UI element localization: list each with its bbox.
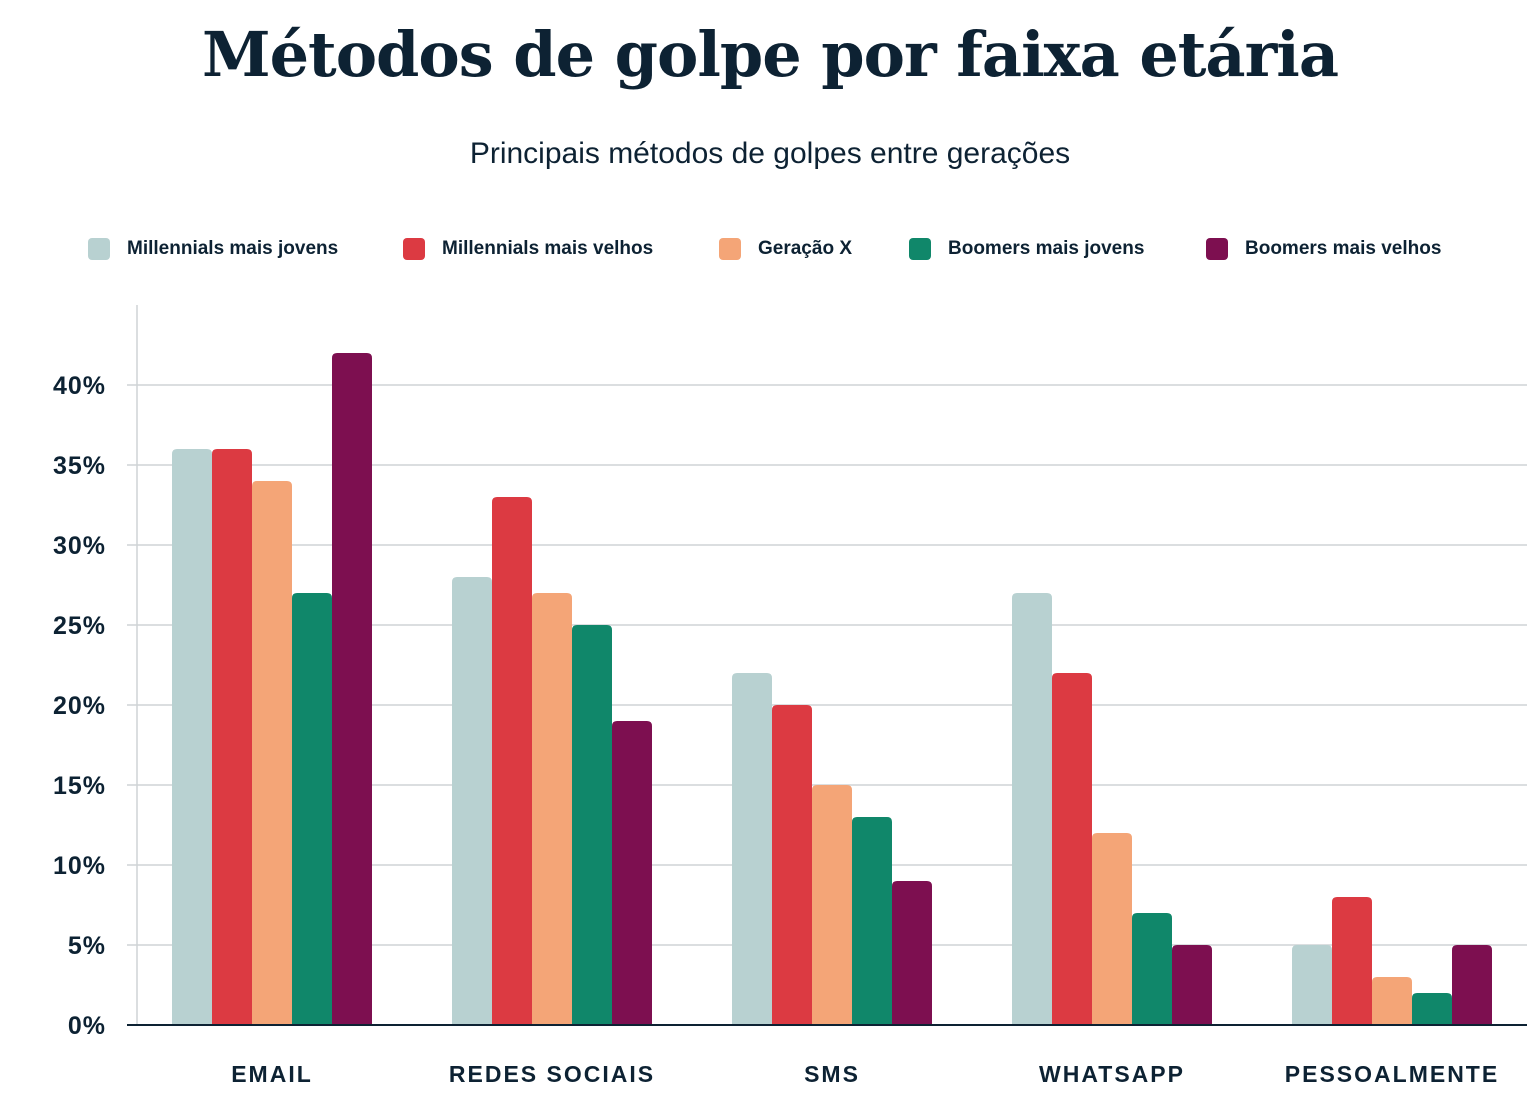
- bar: [1172, 945, 1212, 1025]
- bar: [252, 481, 292, 1025]
- bar: [612, 721, 652, 1025]
- legend-label: Geração X: [758, 238, 852, 259]
- bar: [812, 785, 852, 1025]
- y-tick-label: 30%: [53, 532, 106, 560]
- legend-label: Millennials mais jovens: [127, 238, 339, 259]
- legend-item: Boomers mais jovens: [909, 238, 1144, 260]
- x-tick-label: WHATSAPP: [1039, 1061, 1185, 1087]
- chart-subtitle: Principais métodos de golpes entre geraç…: [469, 137, 1071, 170]
- legend-item: Boomers mais velhos: [1206, 238, 1441, 260]
- bar: [292, 593, 332, 1025]
- chart-title: Métodos de golpe por faixa etária: [201, 18, 1339, 91]
- legend-swatch: [88, 238, 110, 260]
- legend-label: Millennials mais velhos: [442, 238, 654, 259]
- legend-swatch: [403, 238, 425, 260]
- legend-swatch: [1206, 238, 1228, 260]
- legend-item: Millennials mais velhos: [403, 238, 653, 260]
- bar: [572, 625, 612, 1025]
- bar: [452, 577, 492, 1025]
- y-tick-label: 20%: [53, 692, 106, 720]
- bar: [892, 881, 932, 1025]
- y-tick-label: 0%: [68, 1012, 106, 1040]
- bar: [172, 449, 212, 1025]
- y-tick-label: 15%: [53, 772, 106, 800]
- y-tick-label: 35%: [53, 452, 106, 480]
- bar: [1412, 993, 1452, 1025]
- x-tick-label: PESSOALMENTE: [1285, 1061, 1499, 1087]
- bar: [1372, 977, 1412, 1025]
- legend-label: Boomers mais jovens: [948, 238, 1145, 259]
- bar: [772, 705, 812, 1025]
- bar: [1092, 833, 1132, 1025]
- legend-swatch: [909, 238, 931, 260]
- bar: [732, 673, 772, 1025]
- legend-item: Geração X: [719, 238, 852, 260]
- y-tick-label: 40%: [53, 372, 106, 400]
- legend-item: Millennials mais jovens: [88, 238, 338, 260]
- y-tick-label: 25%: [53, 612, 106, 640]
- y-tick-label: 5%: [68, 932, 106, 960]
- legend: Millennials mais jovens Millennials mais …: [0, 238, 1540, 268]
- bar: [492, 497, 532, 1025]
- bar: [1132, 913, 1172, 1025]
- bar: [1012, 593, 1052, 1025]
- legend-label: Boomers mais velhos: [1245, 238, 1442, 259]
- x-tick-label: SMS: [804, 1061, 860, 1087]
- bar: [1292, 945, 1332, 1025]
- bar: [332, 353, 372, 1025]
- bar: [1452, 945, 1492, 1025]
- x-tick-label: REDES SOCIAIS: [449, 1061, 655, 1087]
- y-tick-label: 10%: [53, 852, 106, 880]
- bar: [1332, 897, 1372, 1025]
- bar: [852, 817, 892, 1025]
- x-tick-label: EMAIL: [231, 1061, 313, 1087]
- bar: [532, 593, 572, 1025]
- bar: [212, 449, 252, 1025]
- bar: [1052, 673, 1092, 1025]
- legend-swatch: [719, 238, 741, 260]
